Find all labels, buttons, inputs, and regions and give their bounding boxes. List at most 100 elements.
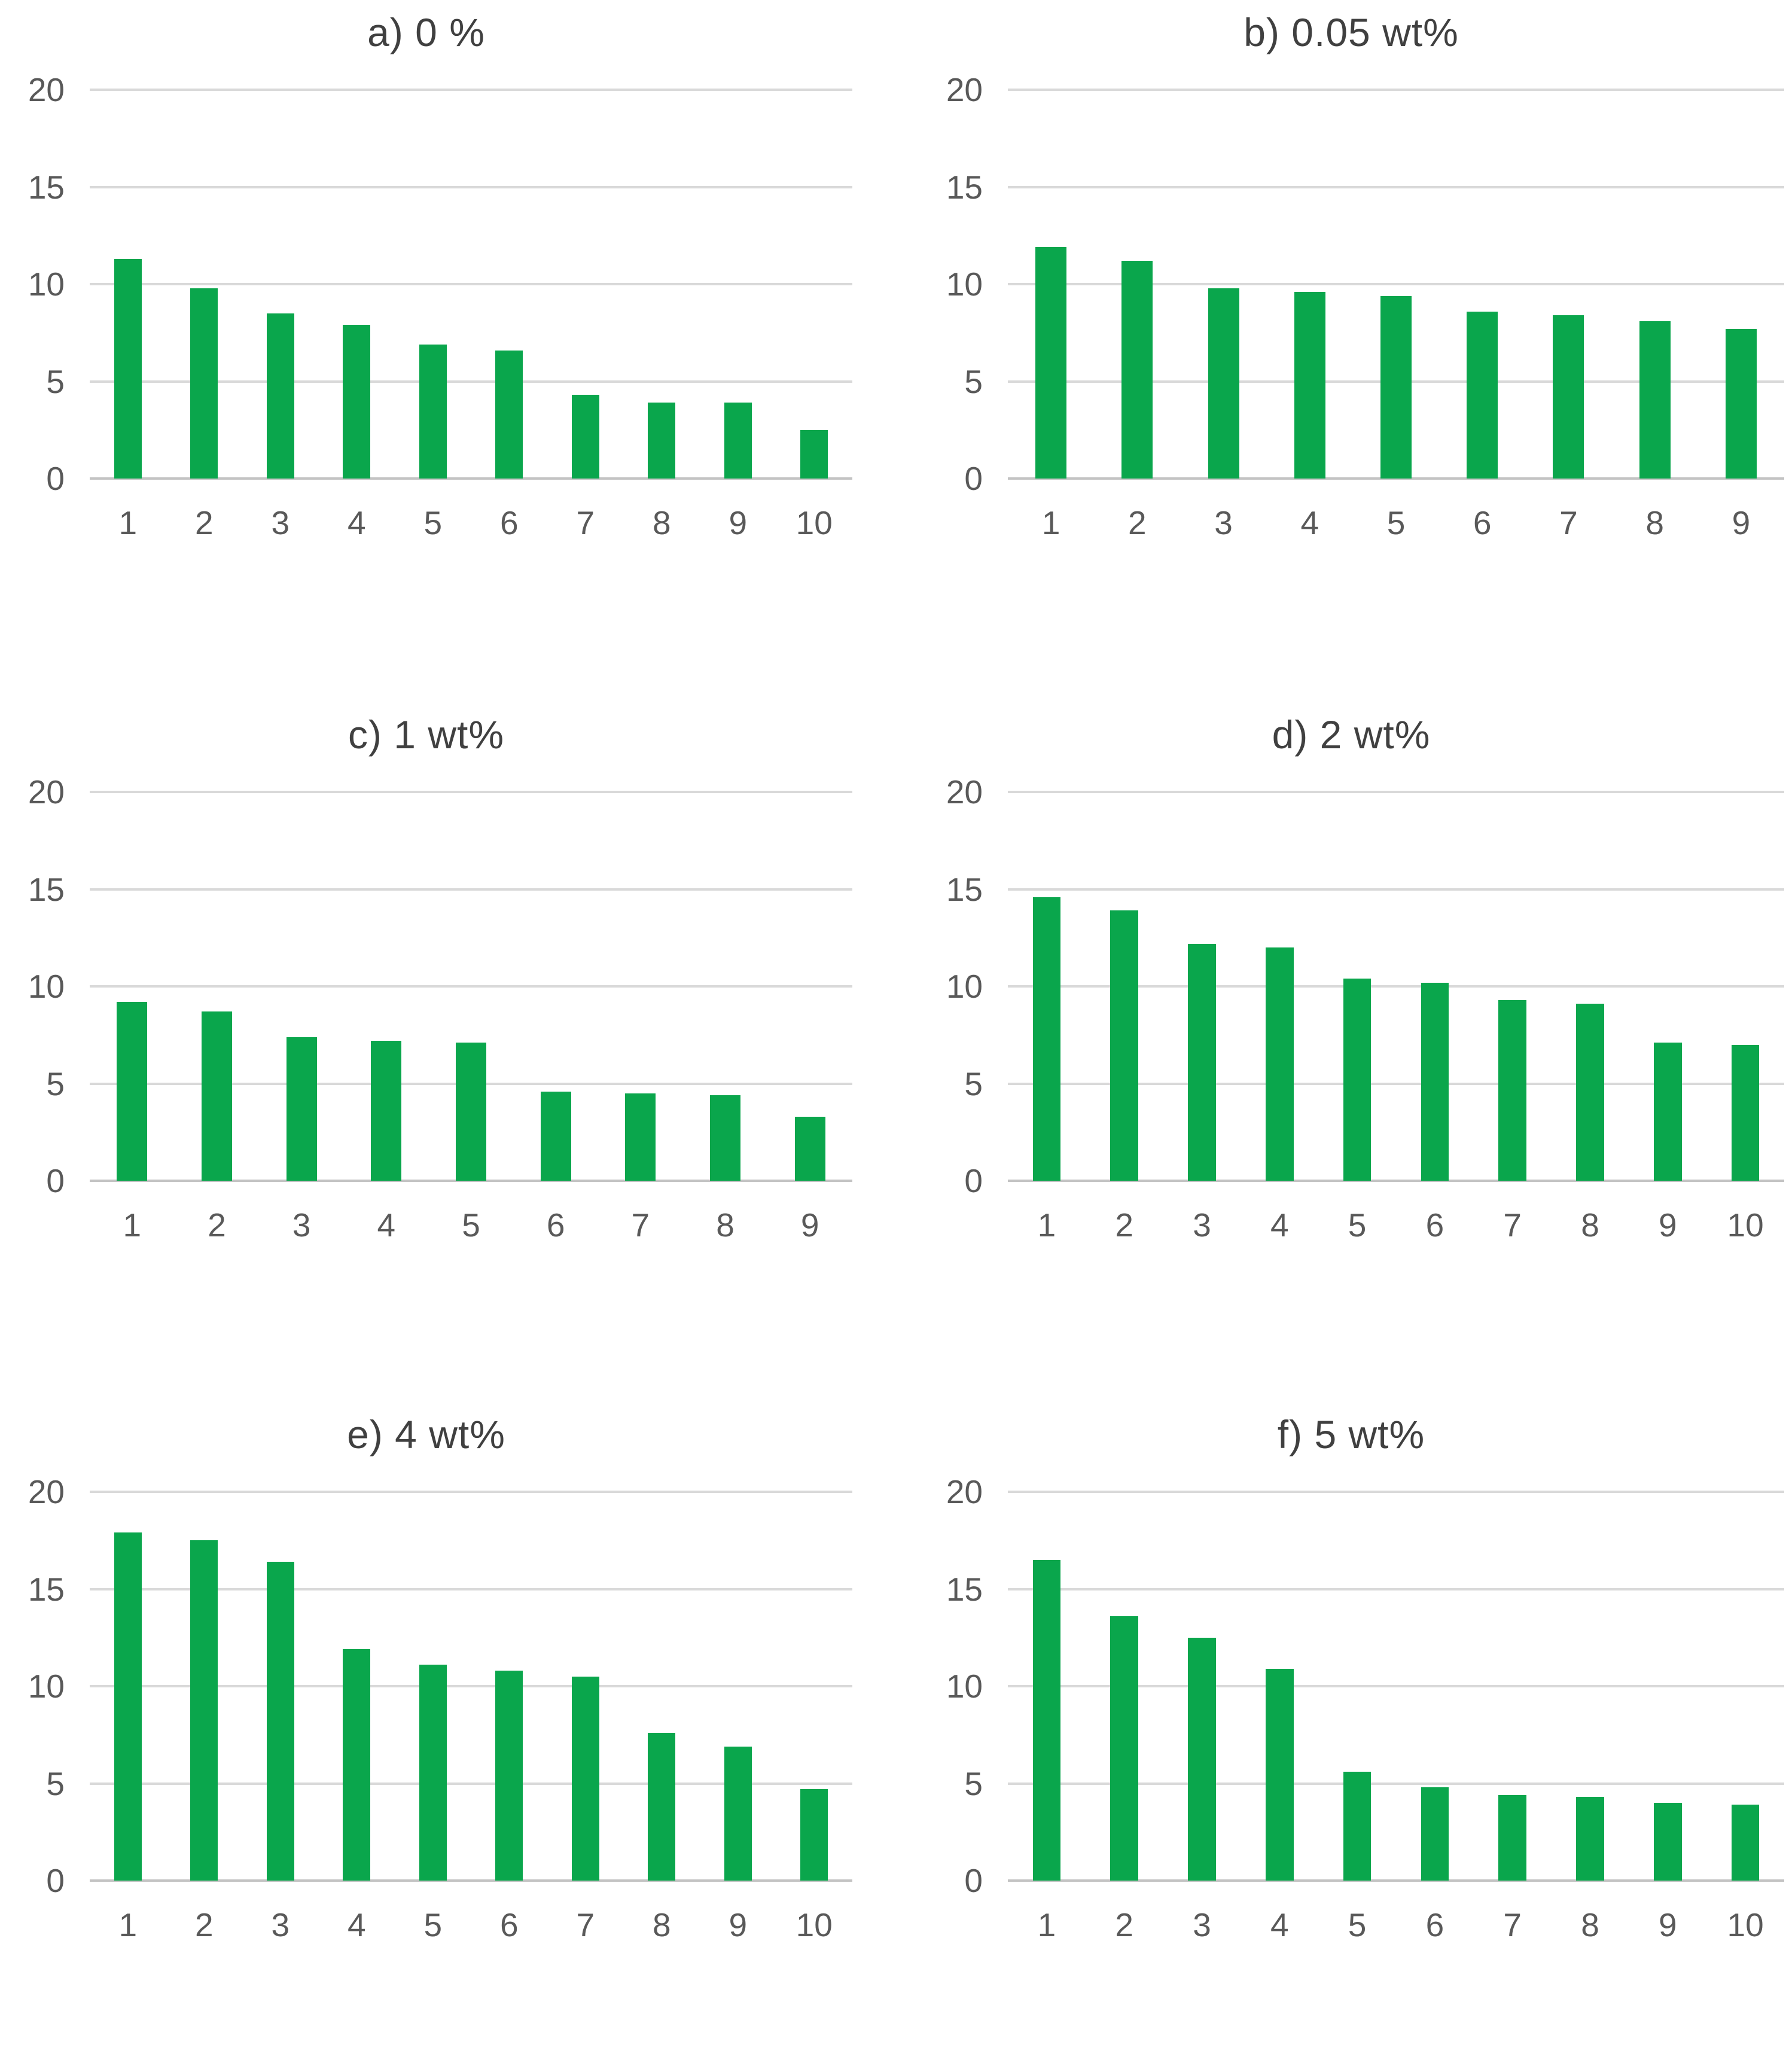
- x-axis-line: [90, 1180, 852, 1182]
- x-tick-label: 8: [652, 504, 671, 541]
- y-tick-label: 5: [46, 362, 65, 400]
- bar: [1421, 982, 1449, 1181]
- x-axis-line: [1008, 477, 1784, 480]
- x-tick-label: 7: [576, 1906, 595, 1943]
- x-axis-labels: 1 2 3 4 5 6 7 8 9 10: [1008, 1181, 1784, 1253]
- x-tick-label: 2: [1115, 1206, 1133, 1244]
- bar: [190, 288, 218, 479]
- y-tick-label: 10: [28, 1668, 65, 1705]
- chart-title: d) 2 wt%: [1272, 712, 1431, 757]
- x-tick-label: 6: [499, 1906, 519, 1943]
- bar: [1467, 311, 1498, 479]
- gridline: [1008, 1782, 1784, 1785]
- x-tick-label: 1: [118, 504, 138, 541]
- gridline: [1008, 1587, 1784, 1590]
- bar: [625, 1093, 656, 1181]
- x-tick-label: 7: [631, 1206, 650, 1244]
- bar: [1653, 1803, 1682, 1881]
- x-tick-label: 1: [1041, 504, 1060, 541]
- bar: [1110, 910, 1139, 1181]
- bar: [1188, 1637, 1216, 1881]
- x-tick-label: 9: [800, 1206, 819, 1244]
- y-axis: 20 15 10 5 0: [918, 1473, 1008, 1899]
- x-tick-label: 2: [1115, 1906, 1133, 1943]
- y-tick-label: 15: [28, 870, 65, 908]
- gridline: [90, 1685, 852, 1687]
- x-tick-label: 2: [208, 1206, 226, 1244]
- chart-body: 20 15 10 5 0 1 2 3 4 5 6 7 8 9: [0, 773, 852, 1244]
- x-tick-label: 5: [1386, 504, 1406, 541]
- bar: [794, 1116, 825, 1181]
- bar: [1188, 943, 1216, 1181]
- bar: [710, 1095, 740, 1181]
- gridline: [90, 1782, 852, 1785]
- chart-title: a) 0 %: [367, 10, 485, 54]
- plot-area: 1 2 3 4 5 6 7 8 9 10: [1008, 791, 1784, 1244]
- x-tick-label: 4: [377, 1206, 396, 1244]
- bar: [1653, 1043, 1682, 1181]
- chart-title: e) 4 wt%: [347, 1412, 505, 1457]
- x-tick-label: 3: [1214, 504, 1233, 541]
- bar: [1032, 897, 1061, 1181]
- bar: [800, 429, 828, 479]
- plot-area: 1 2 3 4 5 6 7 8 9 10: [1008, 1491, 1784, 1943]
- x-tick-label: 5: [1348, 1206, 1367, 1244]
- x-tick-label: 4: [1270, 1906, 1289, 1943]
- x-tick-label: 3: [271, 504, 290, 541]
- bar: [648, 403, 676, 479]
- bar: [1380, 295, 1412, 479]
- y-tick-label: 20: [946, 71, 983, 108]
- x-tick-label: 3: [1193, 1906, 1211, 1943]
- bar-chart-panel: f) 5 wt% 20 15 10 5 0 1 2 3 4 5 6 7 8 9 10: [894, 1334, 1789, 2072]
- x-tick-label: 1: [1037, 1206, 1056, 1244]
- y-tick-label: 20: [28, 1473, 65, 1510]
- chart-title: f) 5 wt%: [1277, 1412, 1425, 1457]
- y-tick-label: 0: [46, 1162, 65, 1199]
- x-tick-label: 1: [1037, 1906, 1056, 1943]
- x-tick-label: 3: [292, 1206, 311, 1244]
- y-tick-label: 5: [964, 1065, 983, 1102]
- x-tick-label: 8: [1581, 1906, 1599, 1943]
- bar: [114, 258, 142, 479]
- bar: [371, 1041, 402, 1181]
- x-tick-label: 6: [1473, 504, 1492, 541]
- gridline: [90, 985, 852, 988]
- y-tick-label: 10: [28, 968, 65, 1005]
- y-axis: 20 15 10 5 0: [0, 773, 90, 1199]
- x-axis-line: [1008, 1879, 1784, 1882]
- x-tick-label: 4: [347, 504, 366, 541]
- bar: [1576, 1797, 1604, 1881]
- plot-area: 1 2 3 4 5 6 7 8 9 10: [90, 1491, 852, 1943]
- y-tick-label: 20: [946, 1473, 983, 1510]
- y-tick-label: 20: [946, 773, 983, 810]
- x-tick-label: 9: [1732, 504, 1751, 541]
- y-tick-label: 5: [964, 1765, 983, 1802]
- x-tick-label: 5: [423, 504, 443, 541]
- x-tick-label: 5: [462, 1206, 480, 1244]
- bar: [1294, 292, 1325, 479]
- y-tick-label: 15: [946, 168, 983, 206]
- bar-chart-panel: d) 2 wt% 20 15 10 5 0 1 2 3 4 5 6 7 8 9 10: [894, 634, 1789, 1334]
- bar: [266, 313, 294, 479]
- plot-area: 1 2 3 4 5 6 7 8 9: [1008, 89, 1784, 541]
- bar: [1343, 979, 1372, 1181]
- x-tick-label: 6: [546, 1206, 565, 1244]
- bar: [1639, 321, 1671, 479]
- x-tick-label: 6: [499, 504, 519, 541]
- bar: [1265, 947, 1294, 1181]
- x-tick-label: 3: [271, 1906, 290, 1943]
- bar: [1576, 1004, 1604, 1181]
- bar: [724, 403, 752, 479]
- bar: [1035, 247, 1067, 479]
- bar: [202, 1011, 232, 1181]
- gridline: [90, 380, 852, 383]
- bar-chart-panel: a) 0 % 20 15 10 5 0 1 2 3 4 5 6 7 8 9 10: [0, 0, 894, 634]
- y-tick-label: 0: [964, 460, 983, 497]
- x-axis-labels: 1 2 3 4 5 6 7 8 9: [1008, 479, 1784, 550]
- bar: [117, 1002, 148, 1181]
- x-tick-label: 9: [1658, 1906, 1677, 1943]
- plot-area: 1 2 3 4 5 6 7 8 9 10: [90, 89, 852, 541]
- gridline: [90, 89, 852, 91]
- y-tick-label: 10: [946, 1668, 983, 1705]
